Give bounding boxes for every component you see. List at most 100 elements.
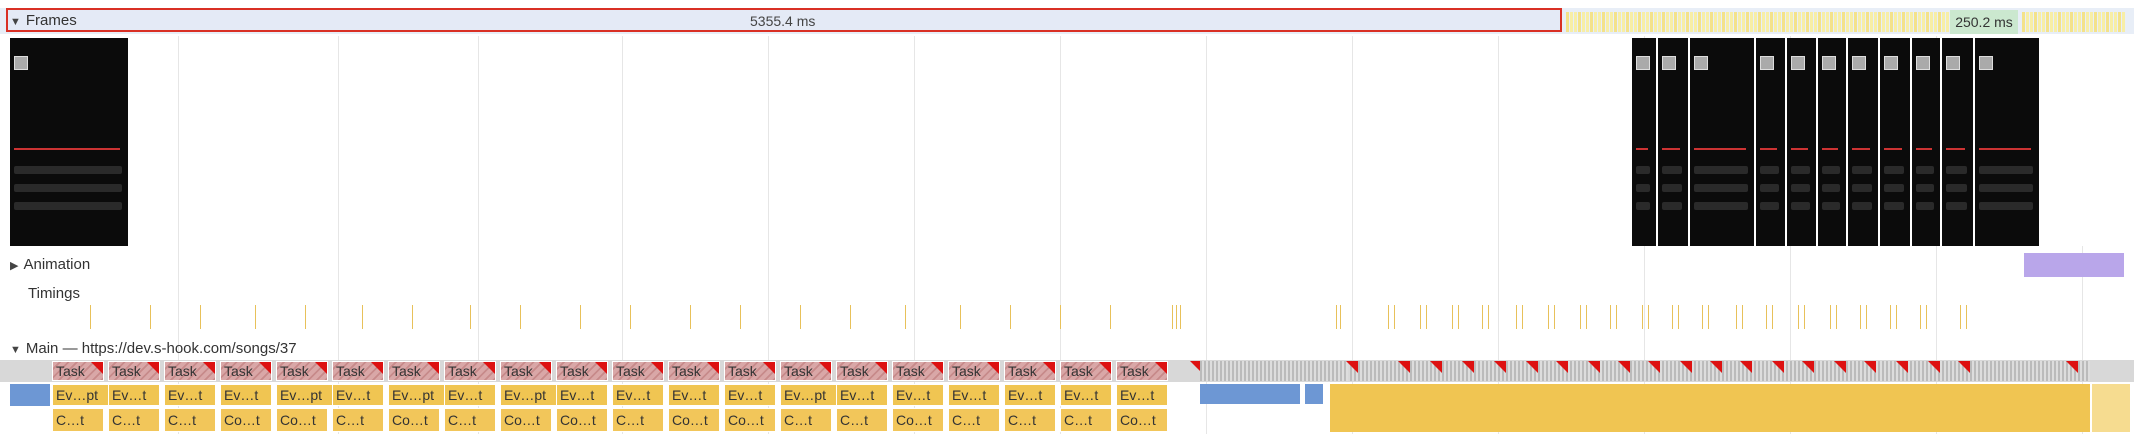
frame-bar[interactable] [1622, 12, 1625, 32]
frame-bar[interactable] [1746, 12, 1749, 32]
frame-bar[interactable] [1718, 12, 1721, 32]
frame-bar[interactable] [1738, 12, 1741, 32]
frame-bar[interactable] [1782, 12, 1785, 32]
event-block[interactable]: Ev…pt [780, 384, 838, 406]
frame-bar[interactable] [1750, 12, 1753, 32]
screenshot-thumbnail[interactable] [1632, 38, 1656, 246]
call-block[interactable]: Co…t [556, 408, 608, 432]
scripting-events[interactable] [1330, 384, 2090, 432]
frame-bar[interactable] [1682, 12, 1685, 32]
frame-bar[interactable] [2054, 12, 2057, 32]
frame-bar[interactable] [1594, 12, 1597, 32]
task-block[interactable]: Task [612, 361, 664, 381]
frame-bar[interactable] [2042, 12, 2045, 32]
frame-bar[interactable] [1914, 12, 1917, 32]
call-block[interactable]: C…t [164, 408, 216, 432]
task-block[interactable]: Task [1116, 361, 1168, 381]
frame-bar[interactable] [1602, 12, 1605, 32]
event-block[interactable]: Ev…pt [52, 384, 110, 406]
screenshot-thumbnail[interactable] [1756, 38, 1785, 246]
event-block[interactable]: Ev…t [1116, 384, 1168, 406]
frame-bar[interactable] [1586, 12, 1589, 32]
frame-bar[interactable] [1946, 12, 1949, 32]
frame-bar[interactable] [1702, 12, 1705, 32]
frame-bar[interactable] [1626, 12, 1629, 32]
frame-bar[interactable] [1618, 12, 1621, 32]
event-block[interactable]: Ev…t [892, 384, 944, 406]
frame-bar[interactable] [1822, 12, 1825, 32]
call-block[interactable]: Co…t [220, 408, 272, 432]
frame-bar[interactable] [1678, 12, 1681, 32]
frame-bar[interactable] [1642, 12, 1645, 32]
screenshot-thumbnail[interactable] [1975, 38, 2039, 246]
frame-bar[interactable] [1850, 12, 1853, 32]
frame-bar[interactable] [1862, 12, 1865, 32]
event-block[interactable]: Ev…t [108, 384, 160, 406]
frame-bar[interactable] [2022, 12, 2025, 32]
task-block[interactable]: Task [1004, 361, 1056, 381]
frame-bar[interactable] [1726, 12, 1729, 32]
rendering-event[interactable] [1200, 384, 1300, 404]
frame-bar[interactable] [1610, 12, 1613, 32]
frame-bar[interactable] [1670, 12, 1673, 32]
frame-bar[interactable] [1698, 12, 1701, 32]
frame-bar[interactable] [2110, 12, 2113, 32]
frame-bar[interactable] [1646, 12, 1649, 32]
task-block[interactable]: Task [52, 361, 104, 381]
frame-bar[interactable] [1942, 12, 1945, 32]
event-block[interactable]: Ev…t [220, 384, 272, 406]
frame-bar[interactable] [1846, 12, 1849, 32]
screenshot-thumbnail[interactable] [1690, 38, 1754, 246]
screenshot-thumbnail[interactable] [1848, 38, 1878, 246]
call-block[interactable]: Co…t [892, 408, 944, 432]
frame-bar[interactable] [1706, 12, 1709, 32]
frame-bar[interactable] [1694, 12, 1697, 32]
event-block[interactable]: Ev…t [836, 384, 888, 406]
frame-bar[interactable] [2066, 12, 2069, 32]
event-block[interactable]: Ev…pt [388, 384, 446, 406]
frame-bar[interactable] [1666, 12, 1669, 32]
task-block[interactable]: Task [724, 361, 776, 381]
call-block[interactable]: Co…t [1116, 408, 1168, 432]
frame-bar[interactable] [1802, 12, 1805, 32]
frame-bar[interactable] [1774, 12, 1777, 32]
rendering-event[interactable] [1305, 384, 1323, 404]
task-block[interactable]: Task [780, 361, 832, 381]
screenshot-thumbnail[interactable] [1912, 38, 1940, 246]
frame-bar[interactable] [1814, 12, 1817, 32]
task-block[interactable]: Task [836, 361, 888, 381]
event-block[interactable]: Ev…t [724, 384, 776, 406]
call-block[interactable]: C…t [1004, 408, 1056, 432]
frame-bar[interactable] [1690, 12, 1693, 32]
frame-bar[interactable] [1878, 12, 1881, 32]
frame-bar[interactable] [1634, 12, 1637, 32]
screenshot-thumbnail[interactable] [1880, 38, 1910, 246]
frame-bar[interactable] [1890, 12, 1893, 32]
frame-bar[interactable] [1894, 12, 1897, 32]
frame-bar[interactable] [1930, 12, 1933, 32]
screenshot-thumbnail[interactable] [1787, 38, 1816, 246]
frame-bar[interactable] [1806, 12, 1809, 32]
call-block[interactable]: Co…t [276, 408, 328, 432]
frame-bar[interactable] [2078, 12, 2081, 32]
event-block[interactable]: Ev…t [612, 384, 664, 406]
task-block[interactable]: Task [220, 361, 272, 381]
frame-bar[interactable] [1582, 12, 1585, 32]
call-block[interactable]: Co…t [500, 408, 552, 432]
frame-bar[interactable] [1762, 12, 1765, 32]
frame-bar[interactable] [1658, 12, 1661, 32]
frame-bar[interactable] [1754, 12, 1757, 32]
frame-bar[interactable] [1654, 12, 1657, 32]
frame-bar[interactable] [1902, 12, 1905, 32]
main-track-toggle[interactable]: ▼ Main — https://dev.s-hook.com/songs/37 [10, 340, 297, 357]
event-block[interactable]: Ev…t [948, 384, 1000, 406]
rendering-event[interactable] [10, 384, 50, 406]
screenshot-thumbnail[interactable] [10, 38, 128, 246]
frame-bar[interactable] [2082, 12, 2085, 32]
frame-bar[interactable] [1794, 12, 1797, 32]
screenshot-thumbnail[interactable] [1942, 38, 1973, 246]
call-block[interactable]: Co…t [668, 408, 720, 432]
frame-bar[interactable] [1838, 12, 1841, 32]
call-block[interactable]: Co…t [724, 408, 776, 432]
event-block[interactable]: Ev…t [668, 384, 720, 406]
